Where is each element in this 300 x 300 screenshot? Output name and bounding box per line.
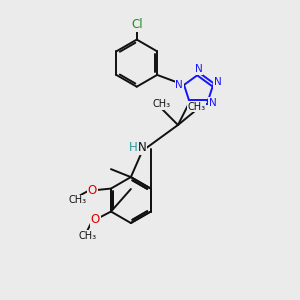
Text: CH₃: CH₃	[69, 195, 87, 205]
Text: CH₃: CH₃	[78, 231, 97, 241]
Text: N: N	[214, 77, 222, 87]
Text: N: N	[195, 64, 203, 74]
Text: O: O	[90, 213, 100, 226]
Text: CH₃: CH₃	[152, 99, 170, 109]
Text: N: N	[209, 98, 217, 108]
Text: H: H	[129, 141, 138, 154]
Text: O: O	[88, 184, 97, 196]
Text: Cl: Cl	[131, 18, 142, 31]
Text: CH₃: CH₃	[188, 102, 206, 112]
Text: N: N	[138, 141, 146, 154]
Text: N: N	[176, 80, 183, 90]
